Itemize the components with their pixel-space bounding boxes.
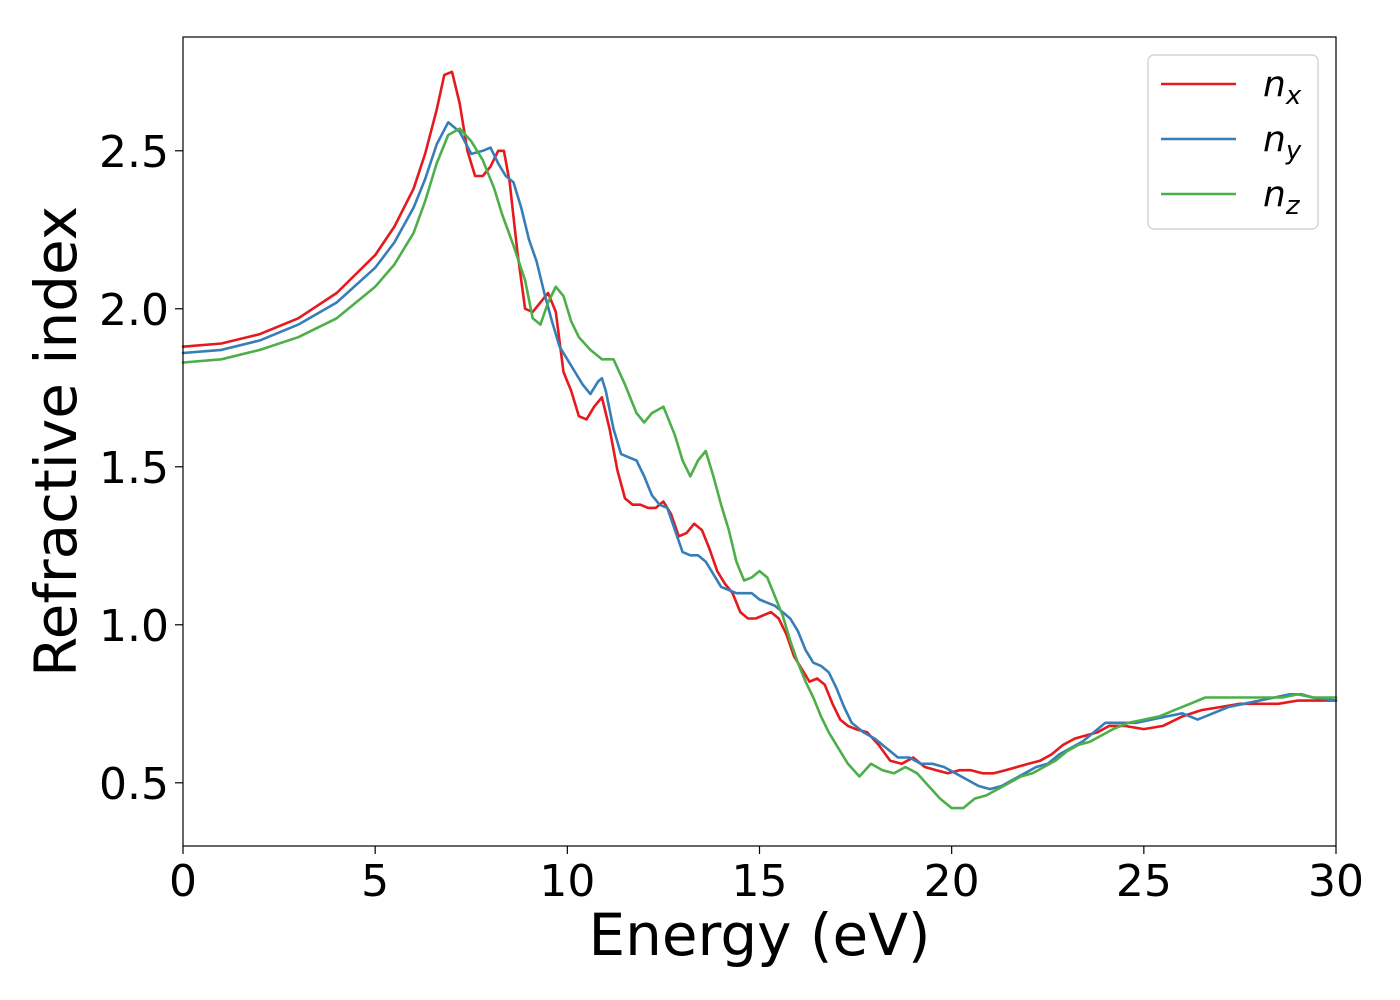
x-axis-title: Energy (eV) xyxy=(588,901,930,969)
series-line-ny xyxy=(181,121,1338,791)
series-layer xyxy=(181,70,1338,810)
y-tick-label: 1.5 xyxy=(99,443,169,494)
y-tick-label: 1.0 xyxy=(99,601,169,652)
y-axis-title: Refractive index xyxy=(22,206,90,677)
x-tick-label: 15 xyxy=(732,856,788,907)
legend-label-nx: nx xyxy=(1263,64,1302,111)
x-tick-label: 0 xyxy=(169,856,197,907)
y-tick-label: 0.5 xyxy=(99,759,169,810)
legend-box xyxy=(1147,54,1319,230)
x-tick-label: 5 xyxy=(361,856,389,907)
x-tick-label: 10 xyxy=(539,856,595,907)
legend-label-ny: ny xyxy=(1263,119,1302,166)
series-line-nz xyxy=(181,127,1338,810)
x-axis-ticks: 0 5 10 15 20 25 30 xyxy=(169,846,1364,907)
series-line-nx xyxy=(181,70,1338,775)
y-tick-label: 2.0 xyxy=(99,285,169,336)
x-tick-label: 25 xyxy=(1116,856,1172,907)
y-axis-ticks: 0.5 1.0 1.5 2.0 2.5 xyxy=(99,127,183,810)
x-tick-label: 30 xyxy=(1308,856,1364,907)
y-tick-label: 2.5 xyxy=(99,127,169,178)
x-tick-label: 20 xyxy=(924,856,980,907)
